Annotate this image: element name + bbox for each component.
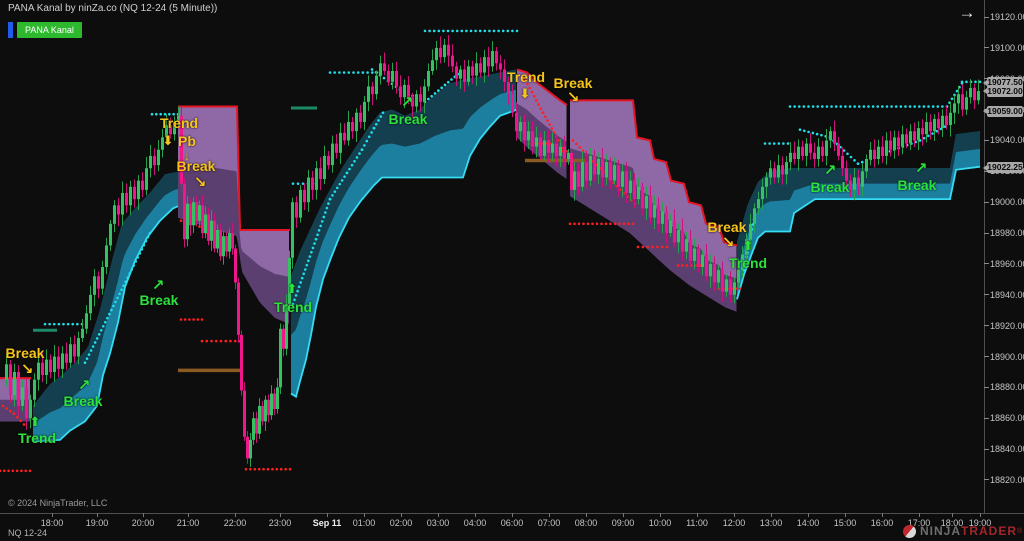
x-axis-tick-label: 20:00	[131, 518, 155, 528]
x-axis-tick-label: 12:00	[722, 518, 746, 528]
x-axis-tick-label: 10:00	[648, 518, 672, 528]
y-axis-tick	[984, 139, 989, 141]
x-axis-tick-label: 21:00	[176, 518, 200, 528]
y-axis-tick-label: 18900.00	[990, 351, 1024, 362]
x-axis-tick	[845, 513, 846, 517]
indicator-chip[interactable]: PANA Kanal	[17, 22, 82, 38]
y-axis-tick	[984, 417, 989, 419]
x-axis-tick-label: 19:00	[968, 518, 992, 528]
price-marker-box: 19077.50	[983, 77, 1023, 89]
x-axis-tick	[952, 513, 953, 517]
x-axis-tick	[235, 513, 236, 517]
y-axis-tick	[984, 47, 989, 49]
x-axis-tick-label: 19:00	[85, 518, 109, 528]
x-axis-tick-label: 07:00	[537, 518, 561, 528]
ninjatrader-logo-icon	[903, 524, 916, 538]
y-axis-tick	[984, 263, 989, 265]
x-axis-tick	[660, 513, 661, 517]
y-axis-tick-label: 19000.00	[990, 197, 1024, 208]
logo-reg-mark: ®	[1017, 527, 1023, 535]
x-axis-tick-label: 02:00	[389, 518, 413, 528]
x-axis-tick	[734, 513, 735, 517]
y-axis-tick	[984, 325, 989, 327]
y-axis-tick-label: 18820.00	[990, 474, 1024, 485]
y-axis-tick-label: 18940.00	[990, 289, 1024, 300]
y-axis-tick	[984, 78, 989, 80]
x-axis-tick-label: 17:00	[907, 518, 931, 528]
y-axis-tick-label: 19100.00	[990, 42, 1024, 53]
x-axis-tick	[97, 513, 98, 517]
logo-text-ninja: NINJA	[920, 524, 962, 538]
x-axis-tick	[771, 513, 772, 517]
price-marker-box: 19072.00	[983, 85, 1023, 97]
y-axis-tick	[984, 386, 989, 388]
x-axis-tick	[980, 513, 981, 517]
x-axis-tick-label: 08:00	[574, 518, 598, 528]
x-axis-tick	[280, 513, 281, 517]
x-axis-tick-label: 23:00	[268, 518, 292, 528]
price-marker-box: 19022.25	[983, 162, 1023, 174]
x-axis-tick	[549, 513, 550, 517]
x-axis-tick-label: 04:00	[463, 518, 487, 528]
y-axis-tick-label: 19120.00	[990, 12, 1024, 22]
y-axis-tick	[984, 479, 989, 481]
x-axis-tick	[586, 513, 587, 517]
copyright-text: © 2024 NinjaTrader, LLC	[8, 498, 108, 508]
y-axis-tick-label: 19040.00	[990, 135, 1024, 146]
y-axis-tick-label: 18840.00	[990, 444, 1024, 455]
x-axis-tick	[52, 513, 53, 517]
x-axis-tick	[475, 513, 476, 517]
x-axis-tick	[188, 513, 189, 517]
x-axis-tick-label: 13:00	[759, 518, 783, 528]
x-axis-tick-label: 16:00	[870, 518, 894, 528]
x-axis-tick	[808, 513, 809, 517]
x-axis-tick-label: 06:00	[500, 518, 524, 528]
instrument-tab[interactable]: NQ 12-24	[8, 528, 48, 538]
indicator-chip-bar[interactable]: PANA Kanal	[8, 22, 82, 38]
x-axis-tick-label: 18:00	[40, 518, 64, 528]
x-axis-tick	[697, 513, 698, 517]
x-axis-tick	[512, 513, 513, 517]
x-axis-tick	[623, 513, 624, 517]
y-axis-tick	[984, 16, 989, 18]
x-axis-tick-label: 18:00	[940, 518, 964, 528]
x-axis-tick	[327, 513, 328, 517]
instrument-color-bar	[8, 22, 13, 38]
y-axis-tick	[984, 356, 989, 358]
x-axis-tick-label: Sep 11	[312, 518, 342, 528]
x-axis-tick	[919, 513, 920, 517]
chart-title: PANA Kanal by ninZa.co (NQ 12-24 (5 Minu…	[8, 3, 218, 14]
x-axis-tick-label: 03:00	[426, 518, 450, 528]
y-axis-tick-label: 18860.00	[990, 413, 1024, 424]
y-axis-tick-label: 18920.00	[990, 320, 1024, 331]
go-to-latest-bar-icon[interactable]: →	[958, 3, 976, 22]
y-axis-tick	[984, 232, 989, 234]
x-axis-tick	[401, 513, 402, 517]
x-axis-tick-label: 15:00	[833, 518, 857, 528]
x-axis-tick	[882, 513, 883, 517]
y-axis-tick-label: 18980.00	[990, 228, 1024, 239]
x-axis-tick	[438, 513, 439, 517]
price-marker-box: 19059.00	[983, 105, 1023, 117]
y-axis-tick	[984, 170, 989, 172]
x-axis-tick	[143, 513, 144, 517]
y-axis-tick-label: 18960.00	[990, 258, 1024, 269]
y-axis-tick	[984, 448, 989, 450]
y-axis-tick-label: 18880.00	[990, 382, 1024, 393]
ninjatrader-logo: NINJA TRADER ®	[903, 524, 1022, 538]
logo-text-trader: TRADER	[961, 524, 1018, 538]
price-axis-separator	[984, 0, 985, 513]
x-axis-tick-label: 11:00	[686, 518, 708, 528]
x-axis-tick-label: 09:00	[611, 518, 635, 528]
x-axis-tick-label: 14:00	[796, 518, 820, 528]
x-axis-tick-label: 01:00	[352, 518, 376, 528]
y-axis-tick	[984, 294, 989, 296]
x-axis-tick-label: 22:00	[223, 518, 247, 528]
y-axis-tick	[984, 201, 989, 203]
x-axis-tick	[364, 513, 365, 517]
